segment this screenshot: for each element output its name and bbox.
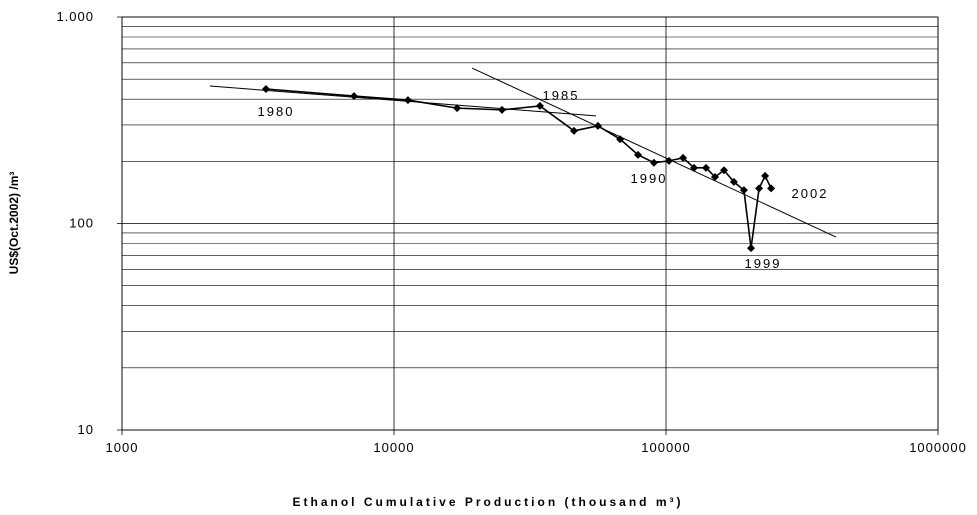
y-axis-label: US$(Oct.2002) /m³ — [7, 172, 21, 275]
data-point — [720, 166, 729, 175]
data-point — [690, 163, 699, 172]
x-axis-label: Ethanol Cumulative Production (thousand … — [293, 495, 684, 509]
annotation: 1990 — [631, 171, 668, 186]
plot-frame — [121, 16, 939, 431]
y-tick-label: 100 — [69, 216, 94, 231]
data-point — [261, 85, 270, 94]
data-point — [634, 150, 643, 159]
data-point — [729, 177, 738, 186]
data-point — [649, 158, 658, 167]
trend-line — [209, 85, 597, 117]
annotation: 2002 — [792, 186, 829, 201]
data-point — [767, 184, 776, 193]
data-point — [570, 126, 579, 135]
x-tick-label: 1000 — [106, 440, 139, 455]
annotation: 1980 — [258, 104, 295, 119]
data-point — [403, 96, 412, 105]
data-point — [701, 163, 710, 172]
x-tick-label: 100000 — [641, 440, 690, 455]
trend-line — [471, 67, 837, 238]
x-tick-label: 10000 — [373, 440, 414, 455]
data-point — [350, 92, 359, 101]
x-tick-label: 1000000 — [909, 440, 967, 455]
y-tick-label: 10 — [78, 422, 94, 437]
data-point — [453, 104, 462, 113]
data-point — [498, 105, 507, 114]
data-point — [755, 184, 764, 193]
data-point — [747, 244, 756, 253]
data-point — [679, 153, 688, 162]
data-point — [535, 101, 544, 110]
data-point — [739, 186, 748, 195]
annotation: 1999 — [745, 256, 782, 271]
data-point — [710, 172, 719, 181]
data-point — [665, 156, 674, 165]
annotation: 1985 — [543, 88, 580, 103]
data-point — [593, 121, 602, 130]
data-point — [761, 171, 770, 180]
y-tick-label: 1.000 — [56, 9, 94, 24]
data-point — [616, 135, 625, 144]
